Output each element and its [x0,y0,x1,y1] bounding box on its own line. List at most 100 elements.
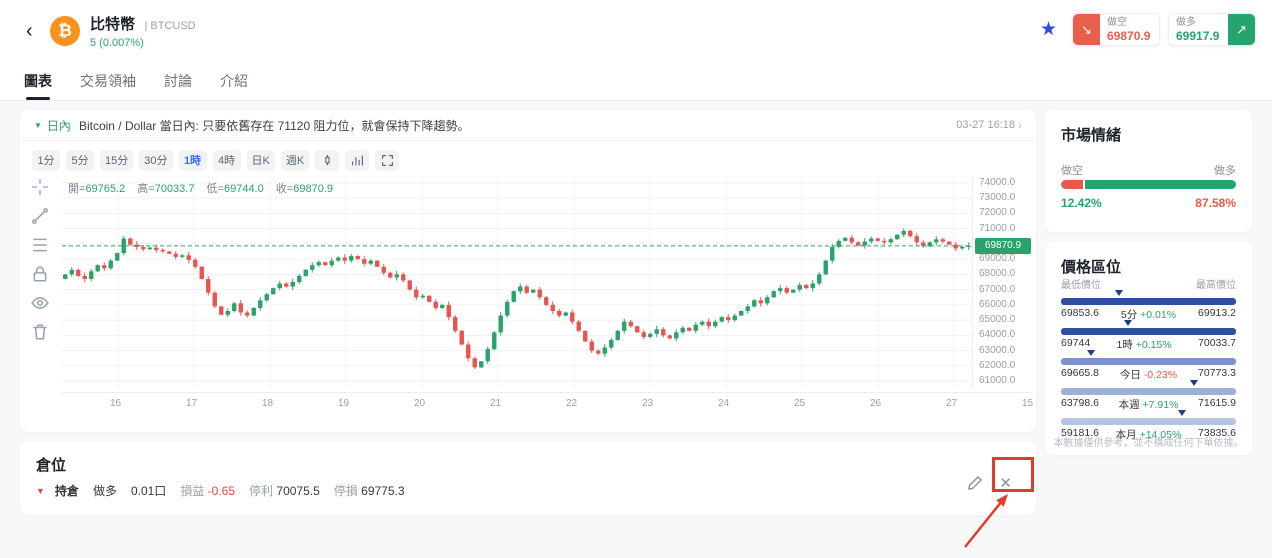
back-icon[interactable]: ‹ [26,20,33,42]
range-marker-icon [1114,290,1123,296]
buy-button[interactable]: 做多 69917.9 ↗ [1168,13,1256,46]
chart-canvas[interactable] [62,176,972,388]
y-axis-label: 67000.0 [979,283,1016,295]
timeframe-4時[interactable]: 4時 [212,149,241,171]
period-label: 5分 [1120,309,1138,321]
y-axis-label: 72000.0 [979,207,1016,219]
symbol-code: | BTCUSD [144,20,196,32]
range-bar [1061,358,1236,365]
timeframe-日K[interactable]: 日K [246,149,275,171]
favorite-star-icon[interactable]: ★ [1040,19,1058,40]
x-axis-label: 26 [870,398,882,409]
bitcoin-icon: ₿ [50,16,80,46]
price-level-row-本月: 59181.6 本月 +14.05% 73835.6 [1061,410,1236,441]
tab-0[interactable]: 圖表 [24,62,52,100]
position-stop-loss: 停損 69775.3 [333,484,405,498]
trendline-icon[interactable] [31,207,49,225]
price-level-row-1時: 69744 1時 +0.15% 70033.7 [1061,320,1236,351]
timeframe-1時[interactable]: 1時 [178,149,207,171]
range-marker-icon [1086,350,1095,356]
timeframe-週K[interactable]: 週K [280,149,310,171]
y-axis-label: 73000.0 [979,192,1016,204]
price-levels-title: 價格區位 [1061,259,1122,276]
header: ‹ ₿ 比特幣 | BTCUSD 5 (0.007%) ★ ↘ 做空 69870… [0,0,1272,62]
chart-card: ▼ 日內 Bitcoin / Dollar 當日內: 只要依舊存在 71120 … [20,110,1036,432]
timeframe-30分[interactable]: 30分 [139,149,173,171]
x-axis-label: 20 [414,398,426,409]
x-axis-label: 21 [490,398,502,409]
indicators-icon[interactable] [345,149,370,171]
fullscreen-icon[interactable] [375,149,400,171]
high-value: 70033.7 [1198,337,1236,349]
fib-lines-icon[interactable] [31,236,49,254]
signal-row[interactable]: ▼ 日內 Bitcoin / Dollar 當日內: 只要依舊存在 71120 … [20,110,1036,141]
x-axis-label: 18 [262,398,274,409]
time-axis[interactable]: 16 17 18 19 20 21 22 23 24 25 26 27 15 [62,392,1033,412]
sentiment-bar-long [1084,180,1236,189]
crosshair-icon[interactable] [31,178,49,196]
drawing-tools [27,178,53,341]
trash-icon[interactable] [31,323,49,341]
x-axis-label: 25 [794,398,806,409]
timeframe-5分[interactable]: 5分 [66,149,94,171]
period-change: +7.91% [1142,399,1179,411]
low-value: 69665.8 [1061,367,1099,379]
ohlc-legend: 開=69765.2 高=70033.7 低=69744.0 收=69870.9 [68,183,333,195]
sentiment-labels: 做空 做多 [1061,162,1236,178]
price-axis[interactable]: 74000.0 73000.0 72000.0 71000.0 69000.0 68000… [972,176,1036,388]
range-bar [1061,328,1236,335]
period-change: -0.23% [1143,369,1178,381]
position-row: ▼ 持倉 做多 0.01口 損益 -0.65 停利 70075.5 停損 697… [36,482,419,499]
y-axis-label: 66000.0 [979,298,1016,310]
sell-texts: 做空 69870.9 [1100,17,1159,43]
buy-price: 69917.9 [1176,28,1220,43]
tab-1[interactable]: 交易領袖 [80,73,136,89]
lock-icon[interactable] [31,265,49,283]
y-axis-label: 68000.0 [979,268,1016,280]
sentiment-title: 市場情緒 [1061,127,1122,144]
y-axis-label: 61000.0 [979,375,1016,387]
period-label: 本月 [1115,429,1137,441]
tab-2[interactable]: 討論 [164,73,192,89]
position-direction: 做多 [92,484,117,498]
market-sentiment-card: 市場情緒 做空 做多 12.42% 87.58% [1045,110,1252,232]
low-value: 59181.6 [1061,427,1099,439]
period-label: 本週 [1118,399,1140,411]
sentiment-percentages: 12.42% 87.58% [1061,196,1236,210]
period-change: +0.15% [1135,339,1172,351]
x-axis-label: 22 [566,398,578,409]
expand-triangle-icon[interactable]: ▼ [36,485,45,496]
timeframe-1分[interactable]: 1分 [32,149,60,171]
symbol-change: 5 (0.007%) [90,37,144,49]
y-axis-label: 65000.0 [979,314,1016,326]
x-axis-label: 16 [110,398,122,409]
positions-title: 倉位 [36,457,67,474]
sell-arrow-icon: ↘ [1073,14,1100,45]
high-value: 73835.6 [1198,427,1236,439]
high-header: 最高價位 [1196,280,1236,291]
tab-3[interactable]: 介紹 [220,73,248,89]
signal-tag: 日內 [46,118,71,133]
x-axis-label: 27 [946,398,958,409]
range-marker-icon [1123,320,1132,326]
short-label: 做空 [1061,165,1083,177]
edit-icon[interactable] [967,475,983,491]
position-type: 持倉 [54,484,79,498]
signal-time: 03-27 16:18 [956,119,1015,131]
eye-icon[interactable] [31,294,49,312]
symbol-title-block: 比特幣 | BTCUSD 5 (0.007%) [90,13,196,49]
sell-button[interactable]: ↘ 做空 69870.9 [1072,13,1160,46]
y-axis-label: 71000.0 [979,222,1016,234]
buy-texts: 做多 69917.9 [1169,17,1228,43]
y-axis-label: 64000.0 [979,329,1016,341]
timeframe-15分[interactable]: 15分 [100,149,134,171]
close-position-icon[interactable]: ✕ [999,475,1012,492]
price-level-row-5分: 69853.6 5分 +0.01% 69913.2 [1061,290,1236,321]
candlestick-chart[interactable] [62,176,972,388]
position-actions: ✕ [967,474,1012,492]
low-value: 69744 [1061,337,1091,349]
buy-arrow-icon: ↗ [1228,14,1255,45]
candle-style-icon[interactable] [315,149,340,171]
sell-label: 做空 [1107,16,1127,28]
x-axis-label: 23 [642,398,654,409]
